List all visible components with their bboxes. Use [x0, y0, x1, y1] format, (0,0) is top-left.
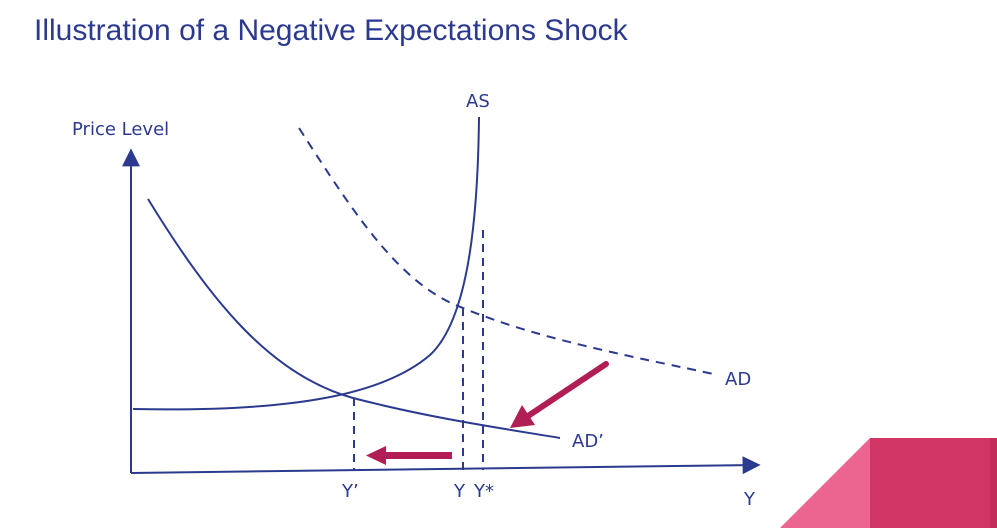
ad-prime-curve [147, 198, 561, 439]
ad-label: AD [725, 369, 751, 390]
slide-title: Illustration of a Negative Expectations … [34, 14, 628, 47]
y-tick-label: Y [453, 481, 466, 502]
y-star-tick-label: Y* [473, 481, 494, 502]
corner-decoration [780, 438, 997, 528]
demand-shift-arrow [510, 361, 609, 428]
as-label: AS [466, 91, 490, 112]
x-axis [130, 456, 761, 475]
ad-curve [298, 127, 719, 376]
ad-prime-label: AD’ [572, 431, 604, 452]
y-prime-tick-label: Y’ [341, 481, 359, 502]
output-shift-arrow [366, 446, 452, 465]
as-curve [132, 116, 480, 411]
x-axis-label: Y [743, 489, 756, 510]
y-axis-label: Price Level [72, 119, 169, 140]
